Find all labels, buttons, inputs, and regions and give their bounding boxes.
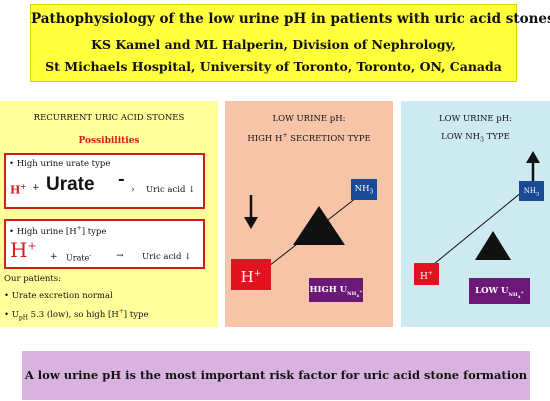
high-h-secretion-panel: LOW URINE pH: HIGH H+ SECRETION TYPE NH3… xyxy=(225,101,393,327)
panel-heading-line1: LOW URINE pH: xyxy=(272,114,346,124)
uric-acid-product: Uric acid ↓ xyxy=(146,185,196,195)
fulcrum-triangle xyxy=(475,231,511,260)
uric-acid-product: Uric acid ↓ xyxy=(142,252,192,262)
h-ion-type-label: • High urine [H+] type xyxy=(9,225,107,237)
down-arrow-icon xyxy=(244,217,258,229)
urate-type-label: • High urine urate type xyxy=(9,159,111,169)
conclusion-text: A low urine pH is the most important ris… xyxy=(24,368,528,382)
reaction-arrow: → xyxy=(116,251,124,261)
title: Pathophysiology of the low urine pH in p… xyxy=(31,11,550,27)
nh3-box: NH3 xyxy=(519,181,544,201)
urate-small: Urate- xyxy=(66,252,92,263)
urate-charge: - xyxy=(118,169,125,188)
urate-excretion-note: • Urate excretion normal xyxy=(4,291,113,301)
urate-large: Urate xyxy=(46,174,95,195)
seesaw-diagram xyxy=(244,190,366,274)
possibilities-label: Possibilities xyxy=(78,136,140,146)
h-ion-type-box: • High urine [H+] type H+ + Urate- → Uri… xyxy=(4,219,205,269)
title-box: Pathophysiology of the low urine pH in p… xyxy=(30,4,550,82)
recurrent-stones-panel: RECURRENT URIC ACID STONES Possibilities… xyxy=(0,101,218,327)
panel-heading-line2: LOW NH3 TYPE xyxy=(441,132,510,144)
seesaw-diagram xyxy=(422,151,540,274)
nh3-box: NH3 xyxy=(351,179,377,200)
plus-sign: + xyxy=(50,252,58,262)
urine-ph-note: • UpH 5.3 (low), so high [H+] type xyxy=(4,308,149,322)
h-ion-box: H+ xyxy=(414,263,439,285)
reaction-arrow: › xyxy=(131,185,135,195)
authors: KS Kamel and ML Halperin, Division of Ne… xyxy=(91,37,456,52)
h-ion-large: H+ xyxy=(10,238,37,262)
panel-heading-line2: HIGH H+ SECRETION TYPE xyxy=(247,132,371,144)
affiliation: St Michaels Hospital, University of Toro… xyxy=(45,59,502,74)
plus-sign: + xyxy=(32,183,40,193)
low-unh4-box: LOW UNH4+ xyxy=(469,278,530,304)
high-unh4-box: HIGH UNH4+ xyxy=(309,278,363,302)
urate-type-box: • High urine urate type H+ + Urate - › U… xyxy=(4,153,205,209)
h-ion-box: H+ xyxy=(231,259,271,290)
panel-heading: RECURRENT URIC ACID STONES xyxy=(33,113,185,123)
up-arrow-icon xyxy=(526,151,540,163)
conclusion-box: A low urine pH is the most important ris… xyxy=(22,351,530,400)
panel-heading-line1: LOW URINE pH: xyxy=(438,114,513,124)
h-ion: H+ xyxy=(10,182,27,197)
fulcrum-triangle xyxy=(293,206,345,245)
low-nh3-panel: LOW URINE pH: LOW NH3 TYPE NH3 H+ LOW UN… xyxy=(401,101,550,327)
lever-line xyxy=(422,182,534,274)
our-patients-label: Our patients: xyxy=(4,274,61,284)
